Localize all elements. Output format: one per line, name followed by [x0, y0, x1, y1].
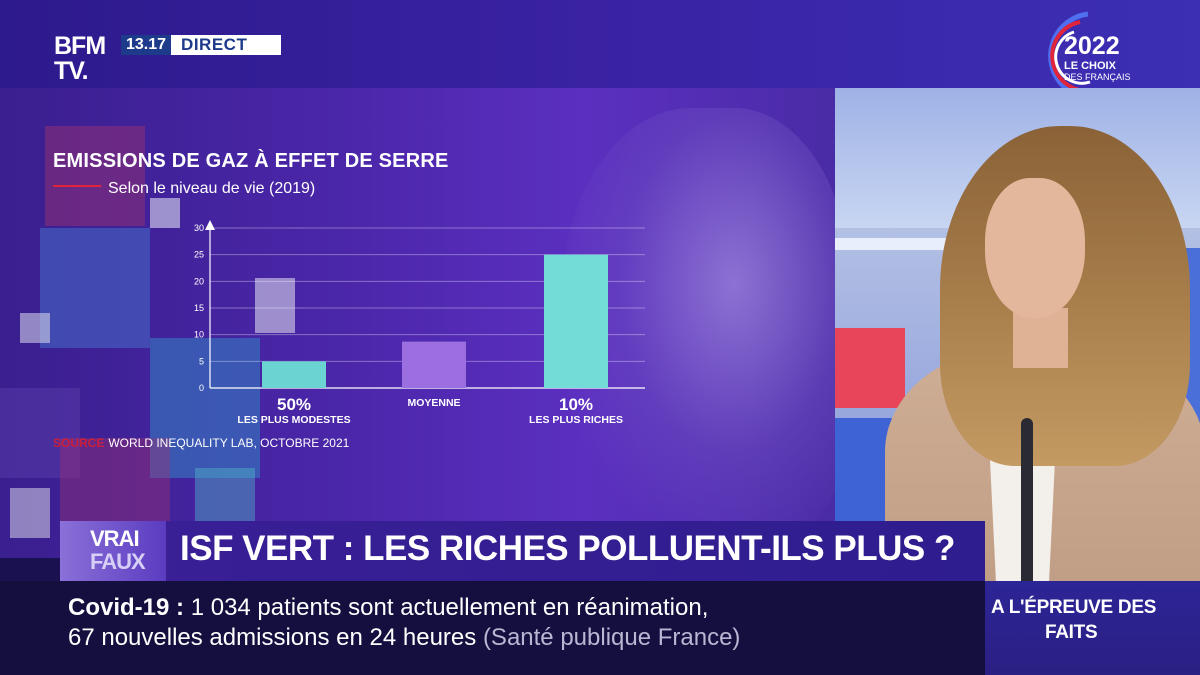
studio-light-strip	[835, 238, 955, 250]
chart-source: SOURCE WORLD INEQUALITY LAB, OCTOBRE 2021	[53, 436, 349, 450]
show-title-badge: A L'ÉPREUVE DES FAITS	[985, 581, 1200, 675]
category-label-main: 10%	[559, 395, 593, 414]
bar	[262, 361, 326, 388]
badge-line-2: FAUX	[90, 549, 146, 574]
clock-time: 13.17	[121, 35, 172, 55]
microphone-icon	[1021, 418, 1033, 585]
election-tagline: LE CHOIX	[1064, 60, 1116, 72]
presenter-face	[985, 178, 1085, 318]
category-label-sub: LES PLUS RICHES	[529, 414, 623, 426]
chart-source-text: WORLD INEQUALITY LAB, OCTOBRE 2021	[108, 436, 350, 450]
show-title-line-1: A L'ÉPREUVE DES	[991, 597, 1157, 618]
y-tick-label: 5	[199, 356, 204, 366]
presenter-neck	[1013, 308, 1068, 368]
chart-title-accent	[53, 185, 101, 187]
y-tick-label: 20	[194, 276, 204, 286]
decor-block	[0, 388, 80, 478]
bar	[402, 341, 466, 388]
decor-block	[20, 313, 50, 343]
chart-subtitle: Selon le niveau de vie (2019)	[108, 180, 316, 197]
channel-logo-line1: BFM	[54, 32, 106, 60]
channel-logo: BFM TV.	[54, 32, 106, 85]
ticker-line-1: Covid-19 : 1 034 patients sont actuellem…	[68, 594, 708, 622]
y-tick-label: 30	[194, 223, 204, 233]
category-label-sub: MOYENNE	[407, 397, 460, 409]
news-ticker	[0, 581, 985, 675]
decor-block	[40, 228, 150, 348]
live-label: DIRECT	[181, 35, 248, 54]
headline-bar	[60, 521, 985, 581]
decor-block	[45, 126, 145, 226]
decor-block	[150, 198, 180, 228]
live-time-badge: 13.17 DIRECT	[121, 35, 281, 55]
top-bar: BFM TV. 13.17 DIRECT 2022 LE CHOIX DES F…	[0, 0, 1200, 101]
bar-chart: 0 5 10 15 20 25 30 50%LES PLUS MODESTES MOYENNE 1…	[194, 220, 645, 426]
ticker-topic: Covid-19	[68, 594, 170, 621]
election-year: 2022	[1064, 32, 1120, 60]
election-tagline-2: DES FRANÇAIS	[1064, 72, 1131, 82]
headline-text: ISF VERT : LES RICHES POLLUENT-ILS PLUS …	[180, 529, 955, 568]
channel-logo-line2: TV.	[54, 57, 89, 85]
category-label-main: 50%	[277, 395, 311, 414]
category-label-sub: LES PLUS MODESTES	[237, 414, 350, 426]
chart-source-label: SOURCE	[53, 436, 105, 450]
bar	[544, 254, 608, 388]
ticker-line-2: 67 nouvelles admissions en 24 heures (Sa…	[68, 624, 740, 652]
chart-title: EMISSIONS DE GAZ À EFFET DE SERRE	[53, 150, 449, 172]
y-tick-label: 15	[194, 303, 204, 313]
y-tick-label: 0	[199, 383, 204, 393]
y-tick-label: 10	[194, 330, 204, 340]
ticker-text-1: 1 034 patients sont actuellement en réan…	[190, 594, 709, 621]
show-title-line-2: FAITS	[1045, 622, 1098, 643]
decor-block	[150, 338, 260, 478]
studio-red-panel	[835, 328, 905, 408]
vrai-faux-badge: VRAI FAUX	[60, 521, 166, 581]
ticker-text-2: 67 nouvelles admissions en 24 heures	[68, 624, 477, 651]
ticker-separator: :	[176, 594, 185, 621]
y-axis-arrow-icon	[205, 220, 215, 230]
ticker-source: (Santé publique France)	[482, 624, 741, 651]
presenter-video	[835, 88, 1200, 585]
decor-block	[255, 278, 295, 333]
badge-line-1: VRAI	[90, 526, 140, 551]
y-tick-label: 25	[194, 250, 204, 260]
decor-block	[10, 488, 50, 538]
